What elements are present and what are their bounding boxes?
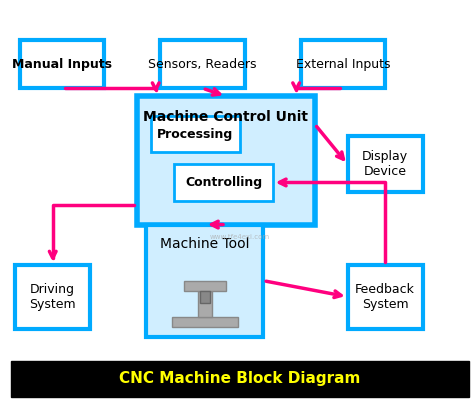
- FancyBboxPatch shape: [198, 291, 212, 317]
- Text: www.tfe4exi.com: www.tfe4exi.com: [210, 234, 270, 239]
- Text: Feedback
System: Feedback System: [355, 283, 415, 311]
- FancyBboxPatch shape: [160, 40, 245, 88]
- Text: Sensors, Readers: Sensors, Readers: [148, 58, 257, 71]
- FancyBboxPatch shape: [137, 96, 315, 225]
- FancyBboxPatch shape: [301, 40, 385, 88]
- FancyBboxPatch shape: [20, 40, 104, 88]
- Text: CNC Machine Block Diagram: CNC Machine Block Diagram: [119, 371, 361, 387]
- Text: Machine Tool: Machine Tool: [160, 237, 250, 251]
- FancyBboxPatch shape: [184, 281, 226, 291]
- Text: External Inputs: External Inputs: [296, 58, 390, 71]
- FancyBboxPatch shape: [146, 225, 264, 337]
- Text: Driving
System: Driving System: [29, 283, 76, 311]
- Text: Display
Device: Display Device: [362, 150, 408, 178]
- FancyBboxPatch shape: [347, 265, 422, 329]
- Text: Manual Inputs: Manual Inputs: [12, 58, 112, 71]
- FancyBboxPatch shape: [151, 116, 240, 152]
- FancyBboxPatch shape: [200, 291, 210, 303]
- Text: Machine Control Unit: Machine Control Unit: [144, 110, 309, 124]
- FancyBboxPatch shape: [10, 361, 469, 397]
- Text: Processing: Processing: [157, 128, 234, 141]
- FancyBboxPatch shape: [172, 317, 237, 327]
- Text: Controlling: Controlling: [185, 176, 262, 189]
- FancyBboxPatch shape: [15, 265, 90, 329]
- FancyBboxPatch shape: [174, 164, 273, 200]
- FancyBboxPatch shape: [347, 136, 422, 192]
